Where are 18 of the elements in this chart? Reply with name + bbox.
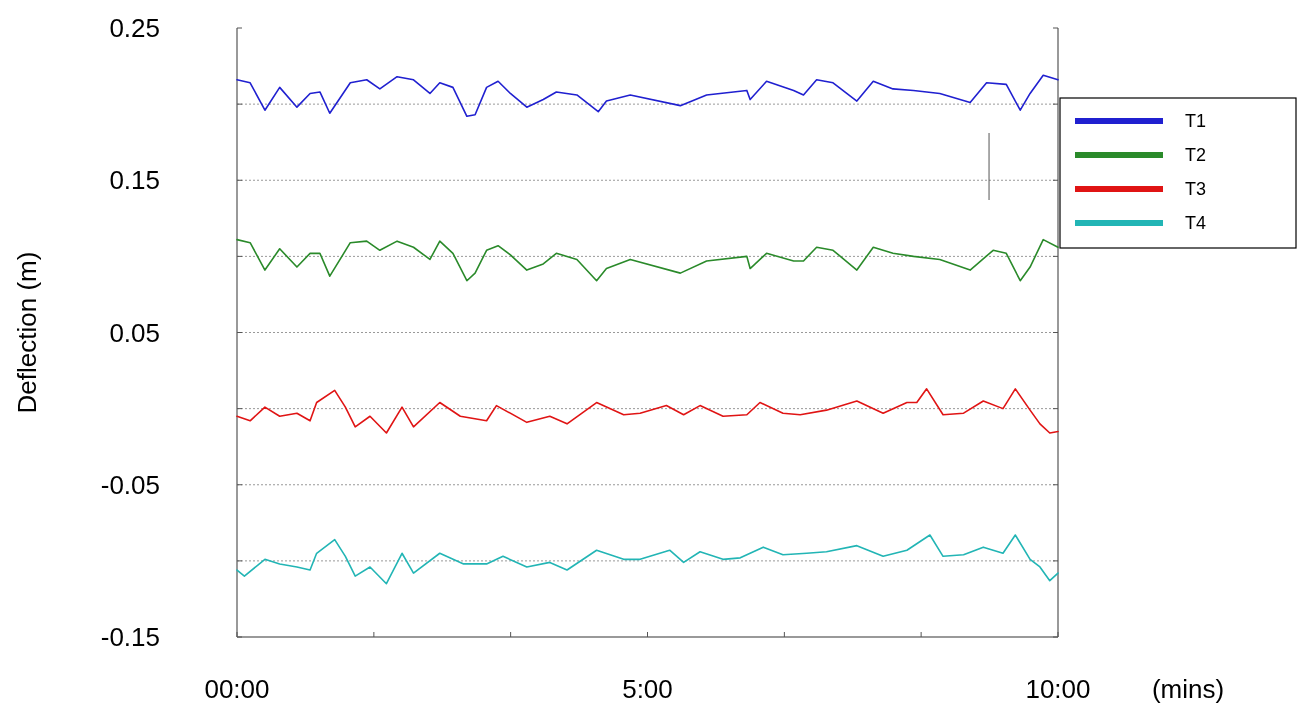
legend-label: T2 bbox=[1185, 145, 1207, 166]
x-tick-label: 00:00 bbox=[204, 674, 270, 704]
line-series bbox=[236, 74, 1059, 118]
y-tick-label: 0.25 bbox=[109, 13, 160, 44]
y-tick-label: 0.05 bbox=[109, 317, 160, 348]
y-tick-label: 0.15 bbox=[109, 165, 160, 196]
y-tick-label: -0.05 bbox=[100, 469, 160, 500]
x-tick-label: 10:00 bbox=[1025, 674, 1091, 704]
x-tick-label: 5:00 bbox=[622, 674, 673, 704]
line-series bbox=[236, 388, 1059, 434]
y-tick-label: -0.15 bbox=[100, 622, 160, 653]
y-axis-title: Deflection (m) bbox=[12, 251, 42, 414]
line-series bbox=[236, 238, 1059, 282]
legend-label: T4 bbox=[1185, 213, 1207, 234]
x-axis-title: (mins) bbox=[1151, 674, 1225, 704]
line-series bbox=[236, 534, 1059, 585]
legend-label: T3 bbox=[1185, 179, 1207, 200]
legend-label: T1 bbox=[1185, 111, 1207, 132]
